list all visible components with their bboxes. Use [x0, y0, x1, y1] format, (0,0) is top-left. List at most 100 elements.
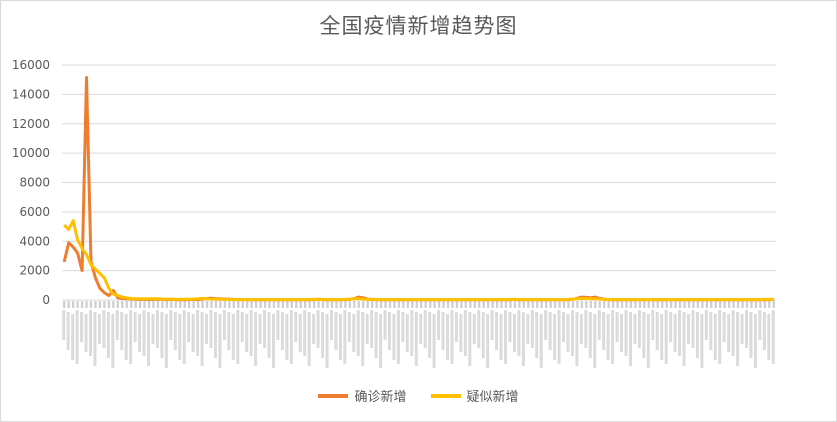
x-tick-label — [298, 314, 302, 352]
x-tick-mark — [567, 301, 570, 308]
x-tick-mark — [678, 301, 682, 308]
x-tick-label — [611, 310, 615, 364]
x-tick-label — [762, 312, 766, 350]
x-tick-mark — [85, 301, 88, 308]
x-tick-mark — [259, 301, 262, 308]
x-tick-label — [245, 314, 249, 352]
x-tick-label — [535, 312, 539, 358]
x-tick-label — [544, 310, 548, 340]
x-tick-mark — [89, 301, 93, 308]
x-tick-label — [673, 314, 677, 352]
x-tick-label — [111, 314, 115, 368]
x-tick-mark — [482, 301, 485, 308]
x-tick-mark — [362, 301, 365, 308]
x-tick-label — [97, 314, 101, 344]
y-tick-label: 8000 — [19, 176, 50, 190]
x-tick-label — [200, 312, 204, 366]
x-tick-mark — [478, 301, 481, 308]
x-tick-label — [249, 310, 253, 356]
y-tick-label: 4000 — [19, 234, 50, 248]
x-tick-label — [771, 310, 775, 364]
x-tick-label — [133, 312, 137, 342]
x-tick-mark — [370, 301, 374, 308]
x-tick-mark — [170, 301, 173, 308]
x-tick-mark — [469, 301, 472, 308]
x-tick-label — [736, 312, 740, 366]
x-tick-label — [446, 314, 450, 360]
legend-swatch-suspected — [430, 393, 461, 398]
x-tick-mark — [446, 301, 450, 308]
x-tick-label — [718, 310, 722, 364]
x-tick-label — [758, 310, 762, 340]
x-tick-label — [553, 314, 557, 360]
x-tick-label — [593, 314, 597, 368]
x-tick-label — [263, 310, 267, 348]
x-tick-label — [303, 310, 307, 356]
x-tick-mark — [571, 301, 575, 308]
legend-item-suspected[interactable]: 疑似新增 — [430, 386, 519, 405]
x-tick-mark — [607, 301, 610, 308]
legend-item-confirmed[interactable]: 确诊新增 — [318, 386, 407, 405]
x-tick-label — [289, 310, 293, 364]
x-tick-mark — [652, 301, 655, 308]
y-tick-label: 16000 — [12, 58, 50, 72]
x-tick-label — [548, 312, 552, 350]
x-tick-mark — [661, 301, 664, 308]
x-tick-mark — [674, 301, 677, 308]
x-tick-label — [749, 312, 753, 358]
x-tick-mark — [192, 301, 195, 308]
x-tick-mark — [553, 301, 557, 308]
x-tick-label — [691, 310, 695, 348]
x-tick-mark — [312, 301, 316, 308]
x-tick-mark — [433, 301, 436, 308]
x-tick-mark — [179, 301, 182, 308]
x-tick-mark — [504, 301, 508, 308]
x-tick-mark — [656, 301, 659, 308]
x-tick-label — [521, 312, 525, 366]
x-tick-label — [307, 312, 311, 366]
x-tick-label — [637, 310, 641, 348]
x-tick-mark — [491, 301, 494, 308]
x-tick-label — [486, 314, 490, 368]
x-tick-mark — [330, 301, 334, 308]
x-tick-label — [285, 314, 289, 360]
x-tick-label — [280, 312, 284, 350]
x-tick-mark — [116, 301, 119, 308]
x-tick-label — [379, 314, 383, 368]
x-tick-label — [267, 312, 271, 358]
x-tick-label — [312, 314, 316, 344]
x-tick-mark — [424, 301, 427, 308]
x-tick-mark — [250, 301, 253, 308]
x-tick-label — [115, 310, 119, 340]
x-tick-label — [334, 312, 338, 350]
x-tick-mark — [63, 301, 66, 308]
x-tick-label — [584, 310, 588, 348]
x-tick-mark — [665, 301, 668, 308]
x-tick-label — [539, 314, 543, 368]
x-tick-label — [432, 314, 436, 368]
x-tick-mark — [580, 301, 584, 308]
x-tick-label — [392, 314, 396, 360]
legend-label-suspected: 疑似新增 — [466, 390, 519, 405]
x-tick-mark — [585, 301, 588, 308]
x-tick-mark — [643, 301, 646, 308]
x-tick-label — [321, 312, 325, 358]
x-tick-label — [463, 310, 467, 356]
x-tick-label — [566, 314, 570, 352]
x-tick-label — [187, 312, 191, 342]
x-tick-mark — [138, 301, 142, 308]
x-tick-label — [316, 310, 320, 348]
x-tick-label — [678, 310, 682, 356]
x-tick-label — [744, 310, 748, 348]
x-tick-label — [468, 312, 472, 366]
x-tick-label — [602, 312, 606, 350]
x-tick-mark — [174, 301, 177, 308]
x-tick-label — [597, 310, 601, 340]
x-tick-mark — [245, 301, 249, 308]
x-tick-mark — [201, 301, 204, 308]
x-tick-mark — [357, 301, 360, 308]
x-tick-mark — [772, 301, 775, 308]
x-tick-label — [387, 312, 391, 350]
x-tick-label — [102, 310, 106, 348]
x-tick-mark — [500, 301, 503, 308]
